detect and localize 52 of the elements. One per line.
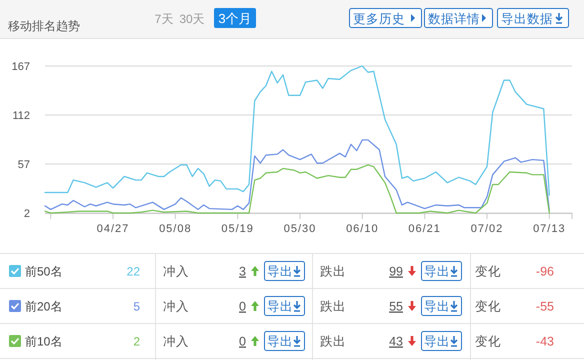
text: 变化 — [475, 264, 501, 278]
y-tick-label: 2 — [24, 208, 30, 220]
legend-label: 前20名 — [25, 300, 62, 314]
x-tick-label: 05/30 — [284, 223, 316, 235]
legend-label: 前10名 — [25, 334, 62, 348]
x-tick-label: 07/13 — [533, 223, 566, 235]
text: 2 — [133, 334, 140, 348]
text: -43 — [536, 334, 554, 348]
text: 3 — [239, 264, 246, 278]
text: -55 — [536, 300, 554, 314]
text: 30天 — [179, 12, 205, 26]
x-tick-label: 05/08 — [159, 223, 192, 235]
line-series — [44, 65, 550, 196]
y-tick-label: 167 — [12, 61, 30, 73]
y-tick-label: 112 — [12, 110, 30, 122]
text: 0 — [239, 300, 246, 314]
text: 导出 — [424, 334, 450, 348]
text: 导出 — [267, 334, 293, 348]
x-tick-label: 06/21 — [408, 223, 441, 235]
text: 冲入 — [163, 300, 189, 314]
legend-label: 前50名 — [25, 264, 62, 278]
text: 导出 — [424, 264, 450, 278]
text: 3个月 — [218, 11, 252, 26]
text: 导出 — [267, 264, 293, 278]
text: 变化 — [475, 334, 501, 348]
text: 导出 — [267, 300, 293, 314]
text: 43 — [389, 334, 404, 348]
y-tick-label: 57 — [18, 159, 30, 171]
chart-title: 移动排名趋势 — [8, 19, 80, 33]
text: 跌出 — [320, 334, 346, 348]
text: 导出 — [424, 300, 450, 314]
text: 冲入 — [163, 334, 189, 348]
text: 55 — [389, 300, 404, 314]
text: 99 — [389, 264, 404, 278]
text: 更多历史 — [353, 12, 405, 26]
text: 导出数据 — [501, 12, 553, 26]
x-tick-label: 07/02 — [470, 223, 504, 235]
text: 冲入 — [163, 264, 189, 278]
x-tick-label: 05/19 — [221, 223, 254, 235]
text: 22 — [126, 264, 140, 278]
x-tick-label: 04/27 — [96, 223, 130, 235]
text: 0 — [239, 334, 246, 348]
text: 变化 — [475, 300, 501, 314]
text: -96 — [536, 264, 554, 278]
text: 7天 — [154, 12, 174, 26]
text: 5 — [133, 300, 140, 314]
text: 跌出 — [320, 264, 346, 278]
x-tick-label: 06/10 — [346, 223, 379, 235]
line-series — [44, 164, 550, 214]
text: 跌出 — [320, 300, 346, 314]
line-series — [44, 139, 550, 211]
text: 数据详情 — [428, 12, 480, 26]
